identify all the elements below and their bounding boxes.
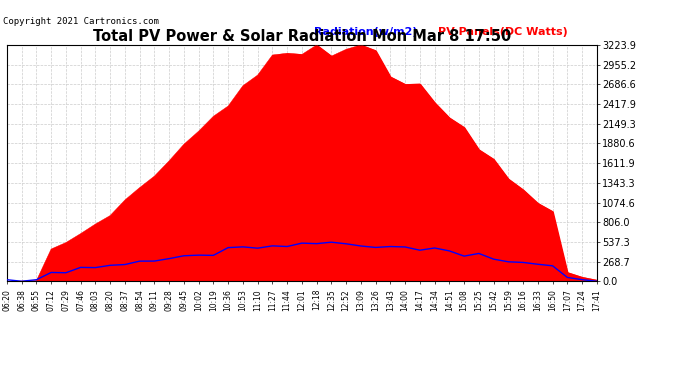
Title: Total PV Power & Solar Radiation Mon Mar 8 17:50: Total PV Power & Solar Radiation Mon Mar…	[92, 29, 511, 44]
Text: PV Panels(DC Watts): PV Panels(DC Watts)	[437, 27, 567, 37]
Text: Copyright 2021 Cartronics.com: Copyright 2021 Cartronics.com	[3, 17, 159, 26]
Text: Radiation(w/m2): Radiation(w/m2)	[314, 27, 417, 37]
